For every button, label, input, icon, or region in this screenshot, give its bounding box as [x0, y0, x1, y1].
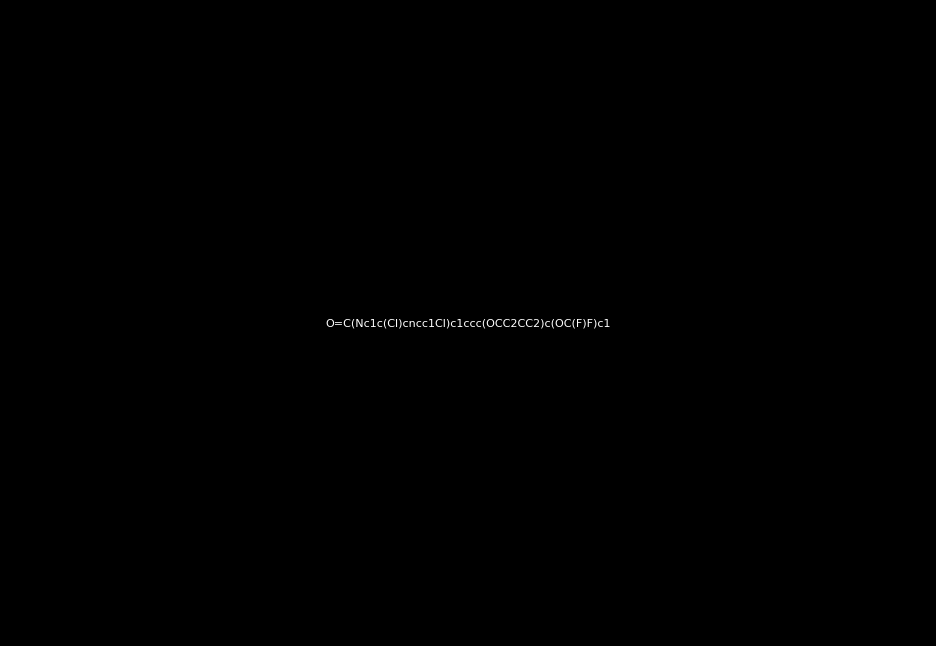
Text: O=C(Nc1c(Cl)cncc1Cl)c1ccc(OCC2CC2)c(OC(F)F)c1: O=C(Nc1c(Cl)cncc1Cl)c1ccc(OCC2CC2)c(OC(F… — [326, 318, 610, 328]
